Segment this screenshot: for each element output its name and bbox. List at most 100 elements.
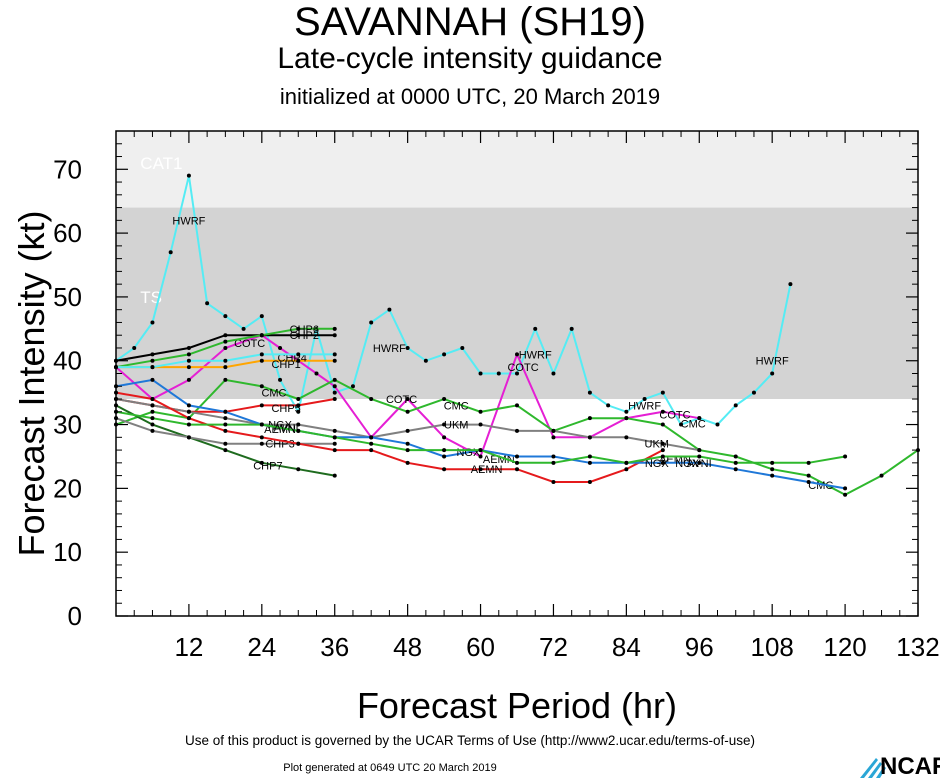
band-cat1 (116, 131, 918, 208)
series-label: CHP6 (290, 324, 319, 336)
data-point (332, 441, 337, 446)
data-point (587, 390, 592, 395)
data-point (223, 422, 228, 427)
data-point (369, 435, 374, 440)
y-tick-label: 70 (53, 154, 82, 184)
data-point (296, 403, 301, 408)
y-tick-label: 50 (53, 282, 82, 312)
data-point (442, 448, 447, 453)
data-point (150, 422, 155, 427)
data-point (515, 467, 519, 472)
data-point (296, 352, 301, 357)
data-point (296, 397, 301, 402)
data-point (679, 422, 684, 427)
data-point (150, 358, 155, 363)
data-point (186, 352, 191, 357)
chart-init-time: initialized at 0000 UTC, 20 March 2019 (279, 84, 661, 109)
data-point (788, 282, 793, 287)
x-tick-label: 132 (896, 632, 939, 662)
series-label: NGX (456, 447, 481, 459)
x-tick-label: 36 (320, 632, 349, 662)
data-point (660, 448, 665, 453)
data-point (259, 422, 264, 427)
data-point (186, 345, 191, 350)
data-point (350, 384, 355, 389)
data-point (332, 377, 337, 382)
data-point (259, 460, 264, 465)
data-point (551, 454, 556, 459)
data-point (642, 397, 647, 402)
data-point (515, 352, 519, 357)
data-point (332, 358, 337, 363)
data-point (879, 473, 884, 478)
data-point (223, 448, 228, 453)
data-point (332, 352, 337, 357)
y-tick-label: 30 (53, 410, 82, 440)
series-label: AEMN (483, 454, 515, 466)
data-point (806, 473, 811, 478)
data-point (843, 454, 848, 459)
series-label: AVNI (274, 423, 299, 435)
data-point (606, 403, 611, 408)
data-point (733, 403, 738, 408)
series-label: NGX (675, 458, 700, 470)
data-point (569, 326, 574, 331)
y-tick-label: 10 (53, 537, 82, 567)
data-point (278, 345, 283, 350)
data-point (150, 365, 155, 370)
data-point (697, 416, 702, 421)
ncar-logo-icon (860, 758, 886, 778)
data-point (478, 371, 483, 376)
data-point (770, 473, 775, 478)
data-point (806, 479, 811, 484)
data-point (168, 250, 173, 255)
data-point (515, 403, 519, 408)
data-point (387, 307, 392, 312)
data-point (587, 479, 592, 484)
y-tick-label: 60 (53, 218, 82, 248)
data-point (223, 428, 228, 433)
data-point (624, 416, 629, 421)
data-point (660, 409, 665, 414)
data-point (296, 333, 301, 338)
series-chp1: CHP1 (114, 352, 337, 371)
series-label: HWRF (519, 349, 552, 361)
data-point (332, 448, 337, 453)
data-point (405, 409, 410, 414)
series-label: CHP2 (290, 330, 319, 342)
data-point (551, 428, 556, 433)
x-tick-label: 108 (750, 632, 793, 662)
generated-time: Plot generated at 0649 UTC 20 March 2019 (283, 762, 497, 774)
data-point (150, 320, 155, 325)
series-label: AVNI (687, 458, 712, 470)
data-point (496, 371, 501, 376)
data-point (205, 301, 210, 306)
data-point (660, 454, 665, 459)
data-point (806, 460, 811, 465)
data-point (624, 435, 629, 440)
series-label: CHP1 (271, 359, 300, 371)
data-point (150, 352, 155, 357)
y-tick-label: 40 (53, 346, 82, 376)
data-point (660, 460, 665, 465)
x-tick-label: 60 (466, 632, 495, 662)
x-tick-label: 96 (685, 632, 714, 662)
data-point (259, 435, 264, 440)
data-point (150, 403, 155, 408)
data-point (332, 435, 337, 440)
data-point (259, 314, 264, 319)
series-ukm: UKM UKM (114, 397, 702, 453)
data-point (478, 422, 483, 427)
data-point (332, 397, 337, 402)
series-label: CHP7 (253, 460, 282, 472)
data-point (369, 448, 374, 453)
data-point (296, 428, 301, 433)
data-point (551, 460, 556, 465)
data-point (442, 454, 447, 459)
data-point (697, 460, 702, 465)
data-point (259, 403, 264, 408)
series-label: AEMN (471, 464, 503, 476)
data-point (405, 428, 410, 433)
